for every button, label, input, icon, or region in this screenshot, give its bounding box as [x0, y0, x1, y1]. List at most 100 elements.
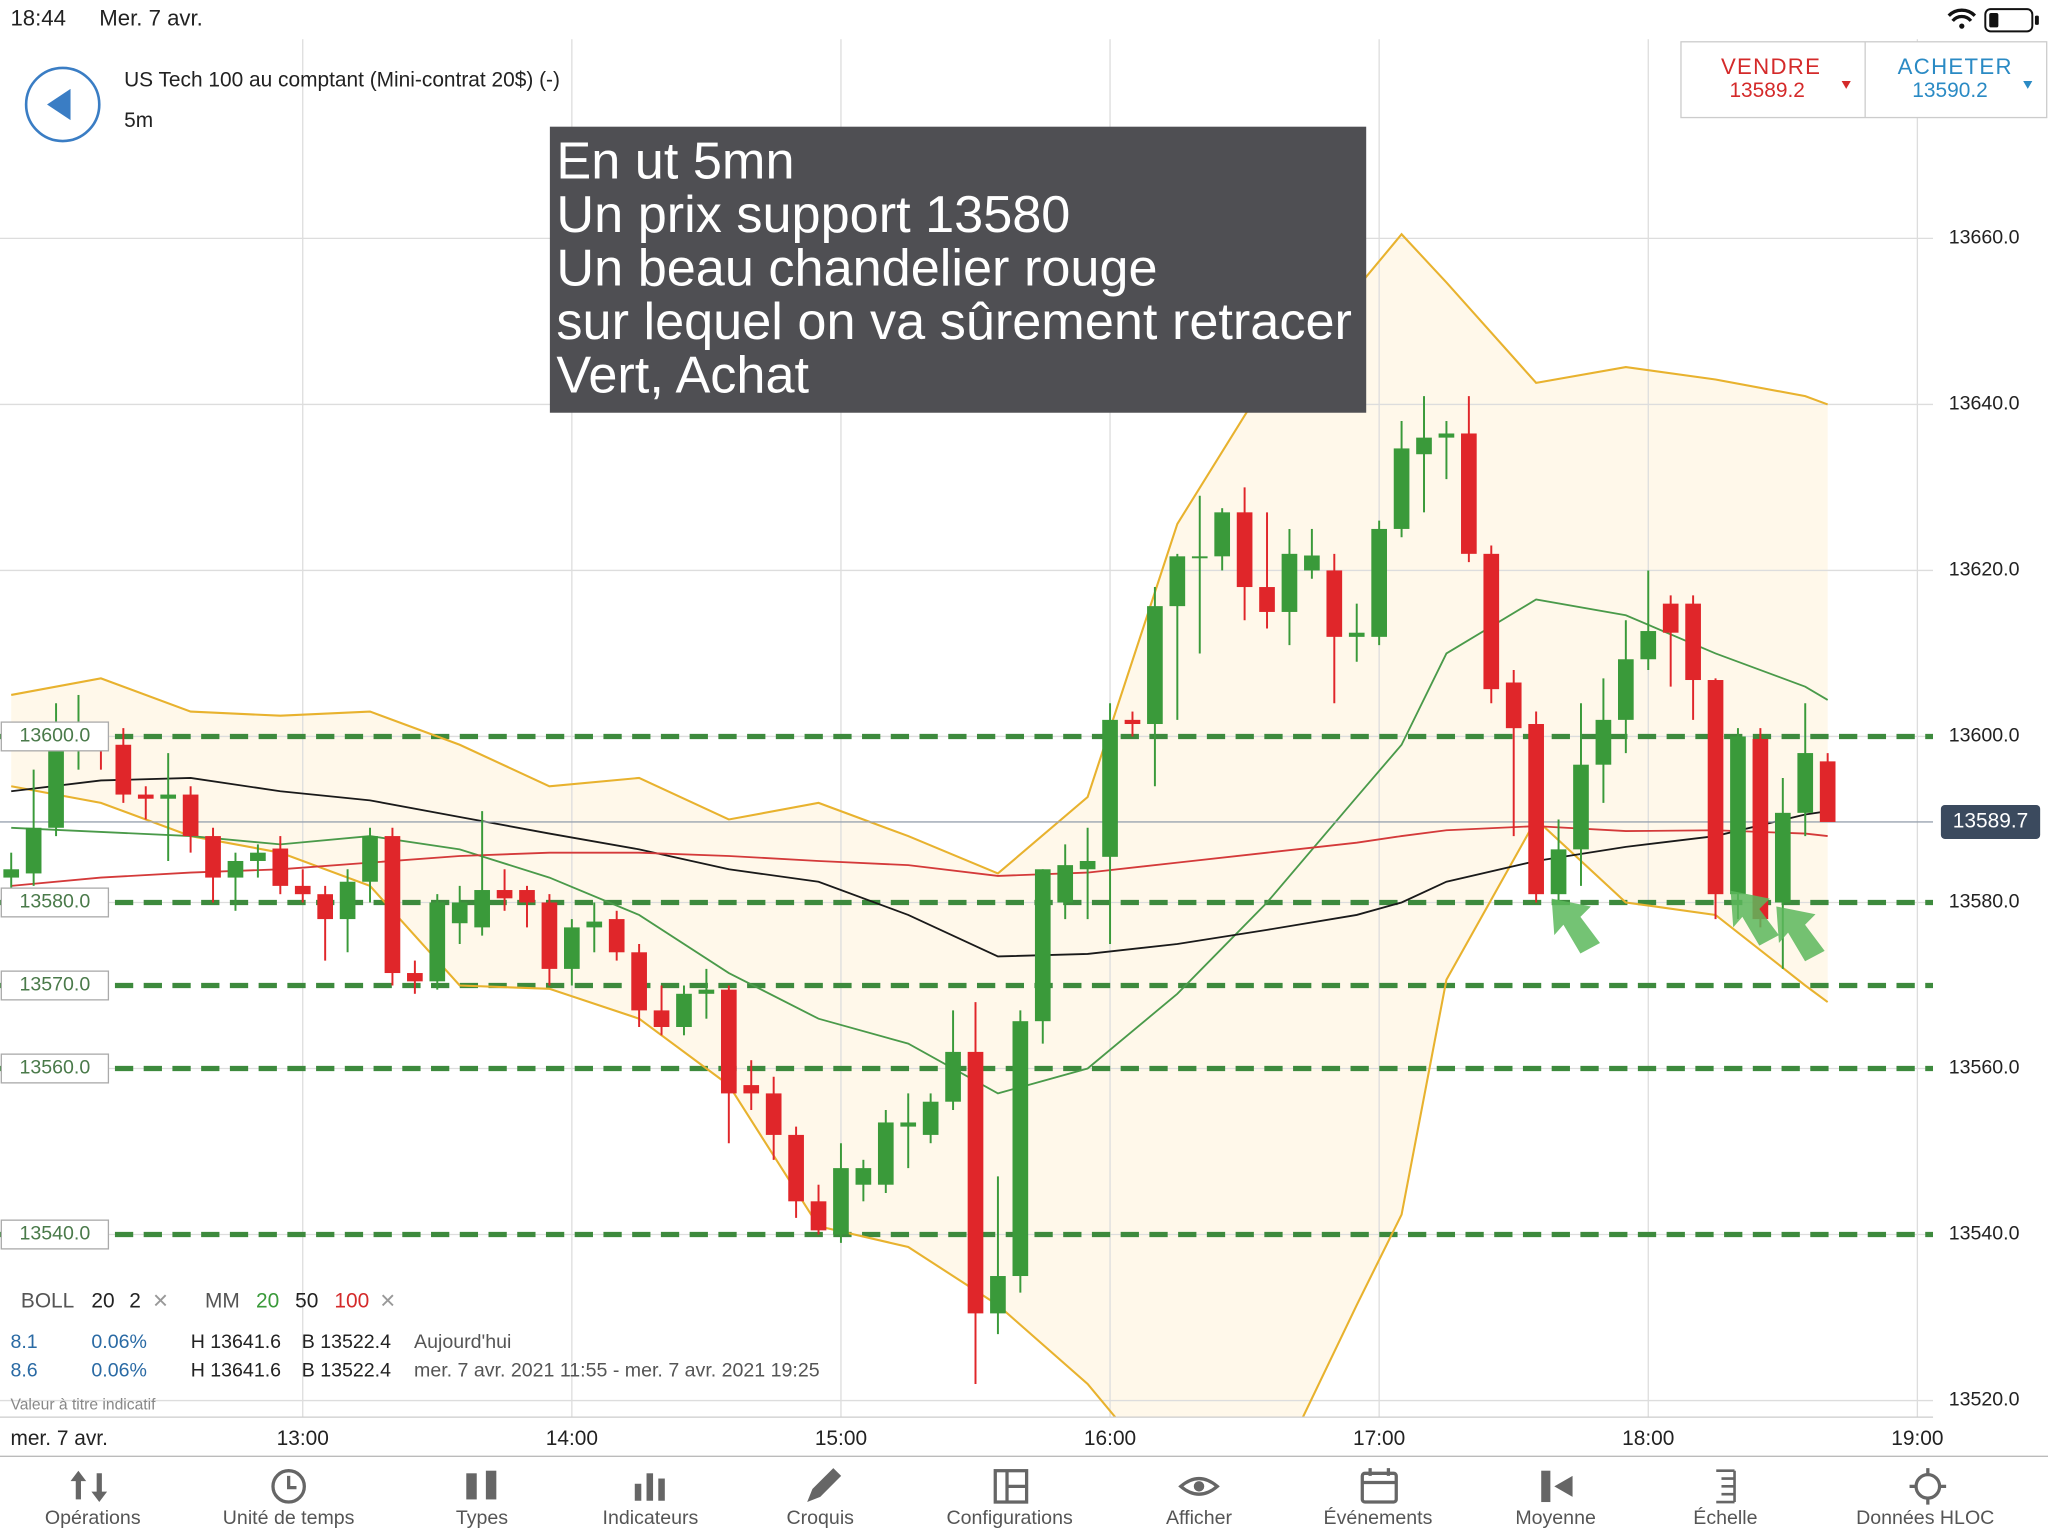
x-axis-date: mer. 7 avr. — [10, 1427, 107, 1450]
candle-body — [519, 890, 535, 903]
candle-body — [1752, 738, 1769, 920]
legend-mm-50: 50 — [295, 1290, 318, 1313]
toolbar-button[interactable]: Unité de temps — [223, 1507, 355, 1529]
current-price-label: 13589.7 — [1953, 809, 2028, 832]
legend-mm-100: 100 — [334, 1290, 369, 1313]
legend-mm-close[interactable]: × — [380, 1285, 395, 1315]
candle-body — [1438, 433, 1455, 438]
candle-body — [855, 1168, 872, 1185]
candle-body — [1102, 719, 1118, 857]
level-label-box — [0, 970, 110, 1001]
candle-body — [1640, 631, 1657, 660]
toolbar-button[interactable]: Événements — [1324, 1506, 1433, 1529]
band-upper — [11, 232, 1829, 875]
toolbar-button[interactable]: Croquis — [787, 1507, 855, 1529]
annotation-line: Vert, Achat — [556, 347, 809, 405]
level-label: 13600.0 — [19, 725, 90, 747]
y-tick-label: 13600.0 — [1949, 725, 2020, 747]
candle-body — [1012, 1021, 1029, 1277]
candle-body — [967, 1051, 984, 1314]
trade-box — [1680, 41, 2048, 119]
candle-body — [1281, 553, 1298, 612]
legend-boll-period: 20 — [91, 1290, 114, 1313]
annotation-line: Un prix support 13580 — [556, 186, 1070, 244]
candle-body — [1416, 437, 1432, 455]
plot-area — [0, 39, 1934, 1418]
candle-body — [945, 1051, 961, 1102]
candle-body — [653, 1010, 670, 1027]
buy-button[interactable]: ACHETER 13590.2 — [1898, 54, 2033, 102]
candle-body — [272, 848, 289, 886]
candle-body — [1550, 849, 1567, 895]
candle-body — [1393, 448, 1410, 529]
candle-body — [474, 890, 490, 928]
candle-body — [922, 1101, 939, 1135]
legend-boll-dev: 2 — [129, 1290, 141, 1313]
y-tick-label: 13580.0 — [1949, 891, 2020, 913]
annotation-line: En ut 5mn — [556, 132, 794, 190]
level-label-box — [0, 721, 110, 752]
candle-body — [137, 794, 154, 799]
status-time: 18:44 — [10, 5, 66, 30]
candle-body — [48, 748, 64, 828]
y-tick-label: 13660.0 — [1949, 227, 2020, 249]
candle-body — [788, 1134, 804, 1202]
legend-mm: MM — [205, 1290, 240, 1313]
candle-body — [362, 836, 378, 882]
candle-body — [586, 921, 603, 928]
candle-body — [182, 794, 199, 837]
candle-body — [317, 894, 334, 920]
candle-body — [608, 919, 625, 953]
candle-body — [1079, 860, 1096, 870]
level-label: 13570.0 — [19, 974, 90, 996]
candle-body — [1707, 680, 1724, 895]
toolbar-button[interactable]: Moyenne — [1515, 1507, 1596, 1529]
sell-price: 13589.2 — [1729, 79, 1804, 102]
buy-label: ACHETER — [1898, 54, 2013, 79]
y-tick-label: 13520.0 — [1949, 1389, 2020, 1411]
toolbar-button[interactable]: Échelle — [1693, 1506, 1757, 1529]
toolbar-button[interactable]: Opérations — [45, 1507, 141, 1529]
toolbar-button[interactable]: Indicateurs — [603, 1507, 699, 1529]
indicator-legend: BOLL 20 2 × MM 20 50 100 × 8.1 0.06% H 1… — [10, 1285, 819, 1413]
x-tick-label: 19:00 — [1891, 1427, 1943, 1450]
candle-body — [451, 902, 468, 924]
legend-boll-close[interactable]: × — [153, 1285, 168, 1315]
y-tick-label: 13620.0 — [1949, 559, 2020, 581]
x-tick-label: 18:00 — [1622, 1427, 1674, 1450]
x-tick-label: 14:00 — [546, 1427, 598, 1450]
level-label: 13560.0 — [19, 1057, 90, 1079]
candle-body — [496, 890, 513, 899]
candle-body — [1259, 587, 1275, 612]
instrument-name: US Tech 100 au comptant (Mini-contrat 20… — [124, 68, 560, 91]
candle-body — [1236, 512, 1253, 588]
back-button[interactable] — [24, 66, 101, 143]
x-tick-label: 13:00 — [277, 1427, 329, 1450]
x-tick-label: 16:00 — [1084, 1427, 1136, 1450]
candle-body — [407, 973, 423, 982]
candle-body — [676, 993, 692, 1027]
legend-value: 8.1 — [10, 1331, 37, 1353]
sell-button[interactable]: VENDRE 13589.2 — [1721, 54, 1851, 102]
candle-body — [227, 860, 244, 878]
legend-high: H 13641.6 — [191, 1331, 281, 1353]
toolbar-button[interactable]: Types — [456, 1507, 508, 1529]
candle-body — [564, 927, 580, 969]
legend-note: Valeur à titre indicatif — [10, 1397, 156, 1414]
toolbar-button[interactable]: Configurations — [947, 1507, 1073, 1529]
status-icons — [1947, 8, 2039, 33]
candle-body — [810, 1201, 827, 1231]
y-tick-label: 13640.0 — [1949, 393, 2020, 415]
candle-body — [429, 902, 446, 982]
candle-body — [1595, 719, 1612, 765]
toolbar-button[interactable]: Données HLOC — [1856, 1507, 1994, 1529]
x-tick-label: 17:00 — [1353, 1427, 1405, 1450]
candle-body — [833, 1168, 849, 1235]
legend-mm-20: 20 — [256, 1290, 279, 1313]
toolbar: Opérations Unité de temps Types Indicateurs… — [0, 1455, 2048, 1529]
level-label: 13540.0 — [19, 1223, 90, 1245]
legend-percent: 0.06% — [91, 1331, 147, 1353]
toolbar-button[interactable]: Afficher — [1166, 1507, 1232, 1529]
drawn-arrows — [1551, 890, 1825, 962]
